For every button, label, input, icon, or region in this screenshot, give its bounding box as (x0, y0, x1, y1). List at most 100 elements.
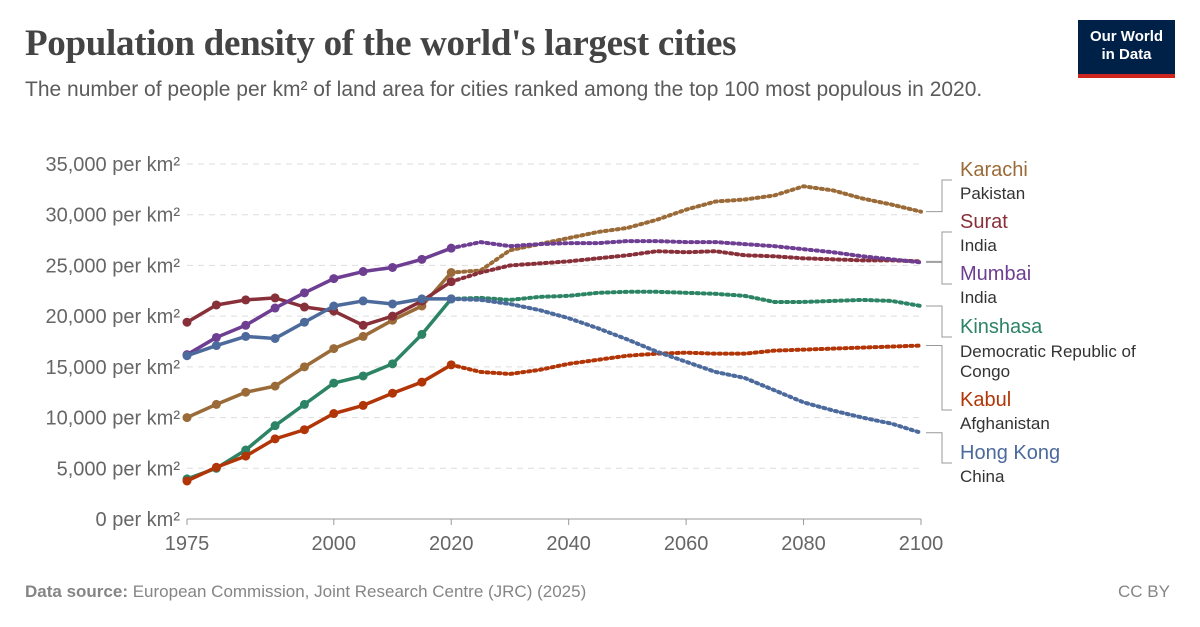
data-point-hong-kong (241, 331, 251, 341)
data-point-mumbai (270, 303, 280, 313)
label-connector (926, 305, 952, 338)
x-tick-label: 2100 (899, 533, 944, 555)
data-point-mumbai (417, 254, 427, 264)
data-point-kabul (417, 377, 427, 387)
projection-line-kinshasa (449, 289, 923, 308)
data-point-hong-kong (329, 301, 339, 311)
legend-label-surat: Surat (960, 211, 1008, 233)
data-point-karachi (241, 387, 251, 397)
data-point-hong-kong (388, 299, 398, 309)
legend-country-karachi: Pakistan (960, 184, 1025, 203)
legend-country-surat: India (960, 236, 997, 255)
chart-title: Population density of the world's larges… (25, 23, 737, 64)
data-point-surat (388, 311, 398, 321)
data-point-karachi (182, 413, 192, 423)
data-point-mumbai (358, 267, 368, 277)
data-point-kinshasa (358, 371, 368, 381)
legend-country-kabul: Afghanistan (960, 414, 1050, 433)
legend-label-karachi: Karachi (960, 159, 1028, 181)
data-point-mumbai (211, 332, 221, 342)
y-tick-label: 20,000 per km² (45, 306, 180, 328)
data-point-kabul (182, 476, 192, 486)
data-point-mumbai (388, 262, 398, 272)
label-connector (926, 261, 952, 285)
data-point-mumbai (299, 288, 309, 298)
x-tick-label: 2080 (781, 533, 826, 555)
data-point-surat (211, 300, 221, 310)
legend-label-hong-kong: Hong Kong (960, 442, 1060, 464)
x-tick-label: 2040 (546, 533, 591, 555)
data-point-kabul (358, 400, 368, 410)
data-point-kabul (241, 451, 251, 461)
data-source: Data source: European Commission, Joint … (25, 582, 586, 602)
data-point-kabul (388, 388, 398, 398)
y-tick-label: 25,000 per km² (45, 255, 180, 277)
data-point-karachi (358, 331, 368, 341)
observed-line-kinshasa (186, 297, 453, 481)
data-point-hong-kong (270, 333, 280, 343)
y-tick-label: 30,000 per km² (45, 205, 180, 227)
y-tick-label: 0 per km² (96, 509, 181, 531)
observed-line-kabul (186, 363, 453, 483)
legend-label-kabul: Kabul (960, 389, 1011, 411)
data-point-karachi (299, 362, 309, 372)
data-point-karachi (270, 381, 280, 391)
x-tick-label: 2020 (429, 533, 474, 555)
data-point-mumbai (329, 274, 339, 284)
data-point-kinshasa (270, 421, 280, 431)
y-tick-label: 15,000 per km² (45, 357, 180, 379)
data-point-hong-kong (417, 294, 427, 304)
data-point-kinshasa (329, 378, 339, 388)
observed-line-mumbai (186, 246, 452, 357)
owid-logo[interactable]: Our World in Data (1078, 20, 1175, 78)
data-point-surat (182, 317, 192, 327)
data-point-mumbai (446, 243, 456, 253)
legend-label-mumbai: Mumbai (960, 263, 1031, 285)
data-point-surat (270, 293, 280, 303)
label-connector (926, 231, 952, 262)
data-point-kabul (211, 462, 221, 472)
data-point-surat (241, 295, 251, 305)
data-point-surat (446, 277, 456, 287)
data-point-karachi (211, 399, 221, 409)
data-point-kabul (270, 434, 280, 444)
observed-line-karachi (186, 271, 453, 420)
observed-line-hong-kong (186, 297, 452, 358)
source-text: European Commission, Joint Research Cent… (132, 582, 587, 601)
label-connector (926, 179, 952, 213)
source-label: Data source: (25, 582, 128, 601)
data-point-kinshasa (299, 399, 309, 409)
legend-country-mumbai: India (960, 288, 997, 307)
data-point-surat (299, 302, 309, 312)
x-tick-label: 2060 (664, 533, 709, 555)
data-point-karachi (329, 344, 339, 354)
projection-line-surat (449, 249, 923, 284)
data-point-kinshasa (388, 359, 398, 369)
data-point-kabul (329, 409, 339, 419)
y-tick-label: 10,000 per km² (45, 408, 180, 430)
legend-country-kinshasa: Congo (960, 362, 1010, 381)
data-point-kabul (446, 360, 456, 370)
data-point-kinshasa (417, 329, 427, 339)
observed-line-surat (186, 280, 453, 328)
chart-subtitle: The number of people per km² of land are… (25, 78, 983, 101)
projection-line-kabul (449, 343, 923, 376)
projection-line-hong-kong (449, 296, 923, 435)
projection-line-mumbai (449, 239, 923, 265)
label-connector (926, 345, 952, 411)
data-point-kabul (299, 425, 309, 435)
y-tick-label: 35,000 per km² (45, 154, 180, 176)
x-tick-label: 1975 (165, 533, 210, 555)
data-point-hong-kong (446, 294, 456, 304)
data-point-mumbai (241, 320, 251, 330)
y-tick-label: 5,000 per km² (57, 458, 181, 480)
legend-label-kinshasa: Kinshasa (960, 316, 1043, 338)
license[interactable]: CC BY (1118, 582, 1170, 601)
data-point-surat (358, 320, 368, 330)
x-tick-label: 2000 (312, 533, 357, 555)
data-point-karachi (446, 268, 456, 278)
data-point-hong-kong (358, 296, 368, 306)
data-point-hong-kong (182, 351, 192, 361)
